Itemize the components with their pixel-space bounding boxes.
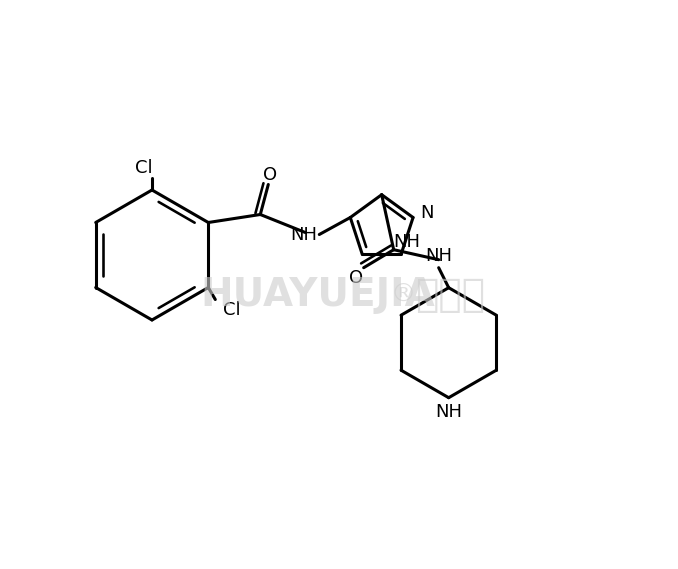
Text: O: O (263, 166, 277, 183)
Text: NH: NH (290, 225, 317, 244)
Text: NH: NH (425, 247, 452, 265)
Text: ®: ® (390, 283, 415, 307)
Text: Cl: Cl (135, 159, 153, 177)
Text: N: N (420, 204, 434, 221)
Text: 化学嘉: 化学嘉 (415, 276, 485, 314)
Text: HUAYUEJIA: HUAYUEJIA (200, 276, 435, 314)
Text: NH: NH (393, 233, 420, 251)
Text: O: O (348, 269, 363, 287)
Text: Cl: Cl (223, 300, 241, 319)
Text: NH: NH (435, 403, 462, 420)
